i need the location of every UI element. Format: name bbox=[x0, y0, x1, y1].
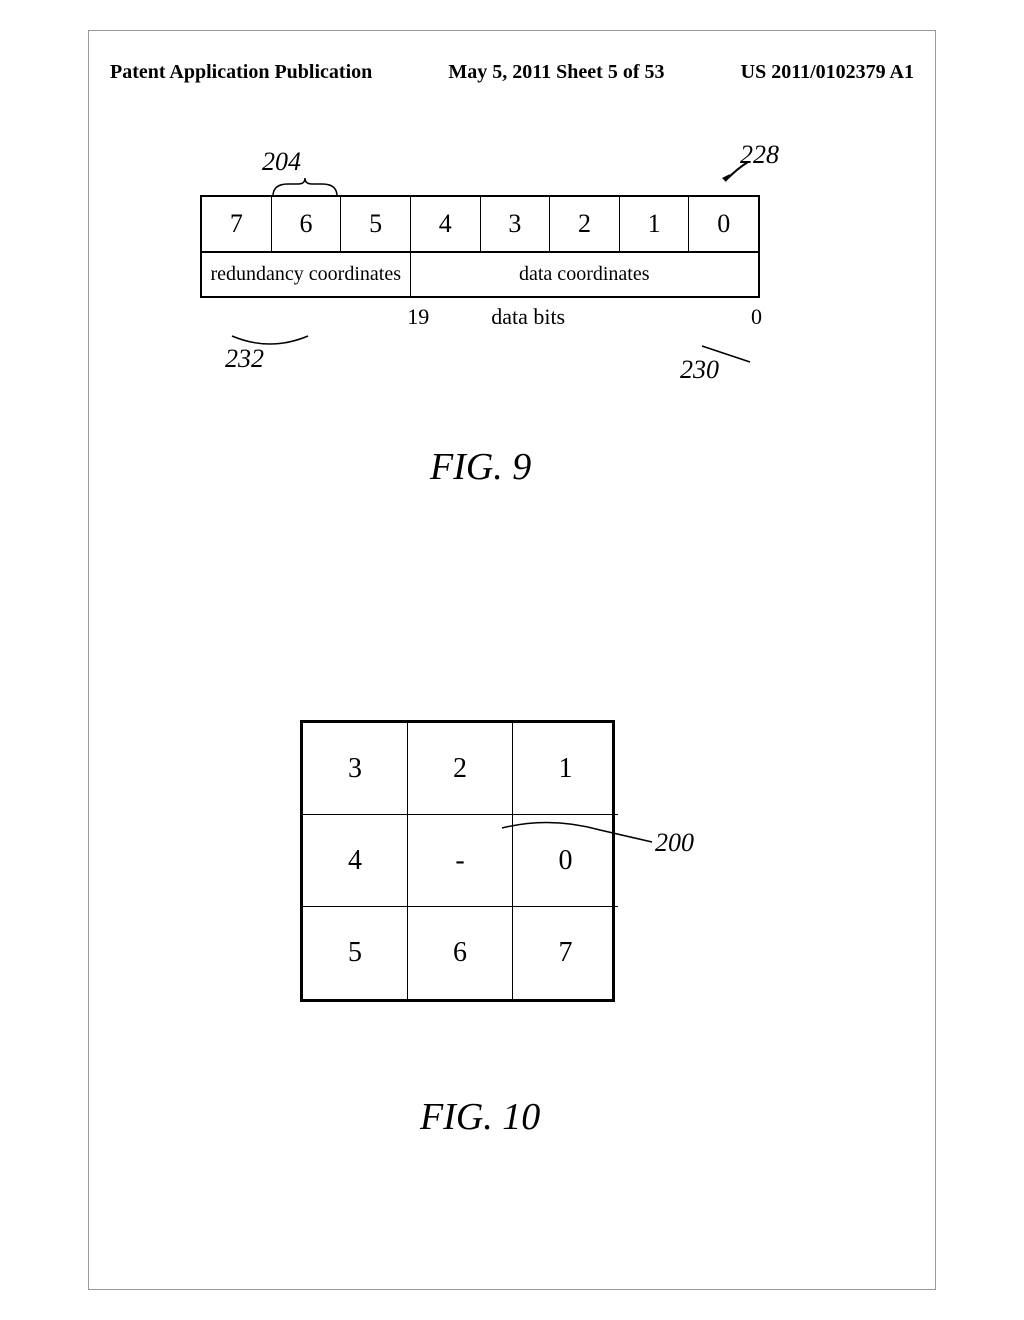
databits-19: 19 bbox=[407, 304, 429, 330]
bit-cell: 3 bbox=[481, 197, 551, 251]
grid-cell: 3 bbox=[303, 723, 408, 815]
fig10-grid: 3 2 1 4 - 0 5 6 7 bbox=[300, 720, 615, 1002]
bit-cell: 0 bbox=[689, 197, 758, 251]
header-center: May 5, 2011 Sheet 5 of 53 bbox=[448, 61, 664, 84]
label-redundancy: redundancy coordinates bbox=[202, 253, 411, 296]
grid-cell: 1 bbox=[513, 723, 618, 815]
callout-200: 200 bbox=[655, 828, 694, 858]
bit-cell: 6 bbox=[272, 197, 342, 251]
callout-230: 230 bbox=[680, 355, 719, 385]
callout-204: 204 bbox=[262, 147, 301, 177]
grid-cell: - bbox=[408, 815, 513, 907]
fig9-caption: FIG. 9 bbox=[430, 445, 531, 489]
grid-cell: 2 bbox=[408, 723, 513, 815]
bit-cell: 5 bbox=[341, 197, 411, 251]
bit-cell: 7 bbox=[202, 197, 272, 251]
label-row: redundancy coordinates data coordinates bbox=[200, 253, 760, 298]
header-right: US 2011/0102379 A1 bbox=[741, 61, 914, 84]
header-left: Patent Application Publication bbox=[110, 61, 372, 84]
page-header: Patent Application Publication May 5, 20… bbox=[110, 61, 914, 84]
grid-cell: 6 bbox=[408, 907, 513, 999]
byte-row: 7 6 5 4 3 2 1 0 bbox=[200, 195, 760, 253]
fig9-table: 7 6 5 4 3 2 1 0 redundancy coordinates d… bbox=[200, 195, 760, 338]
fig9-diagram: 7 6 5 4 3 2 1 0 redundancy coordinates d… bbox=[200, 195, 760, 338]
bit-cell: 2 bbox=[550, 197, 620, 251]
databits-label: data bits bbox=[491, 304, 565, 330]
grid-cell: 5 bbox=[303, 907, 408, 999]
databits-row: 19 data bits 0 bbox=[200, 298, 760, 338]
grid-cell: 4 bbox=[303, 815, 408, 907]
arrow-228-icon bbox=[720, 160, 750, 185]
line-200-icon bbox=[500, 820, 660, 850]
bit-cell: 4 bbox=[411, 197, 481, 251]
bit-cell: 1 bbox=[620, 197, 690, 251]
databits-0: 0 bbox=[751, 304, 762, 330]
label-data: data coordinates bbox=[411, 253, 759, 296]
fig10-diagram: 3 2 1 4 - 0 5 6 7 bbox=[300, 720, 615, 1002]
fig10-caption: FIG. 10 bbox=[420, 1095, 540, 1139]
callout-232: 232 bbox=[225, 344, 264, 374]
grid-cell: 7 bbox=[513, 907, 618, 999]
